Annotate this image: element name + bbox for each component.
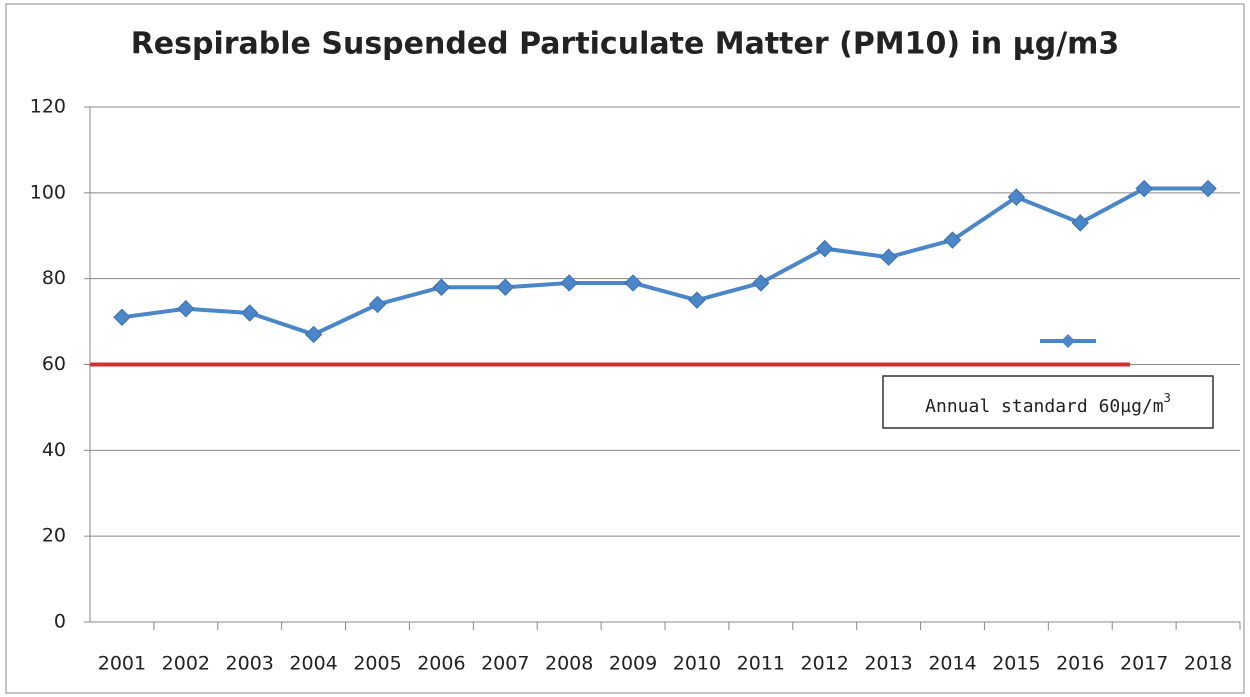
x-tick-label: 2011 <box>737 653 785 675</box>
data-point <box>113 308 131 326</box>
x-tick-label: 2009 <box>609 653 657 675</box>
x-tick-label: 2016 <box>1056 653 1104 675</box>
y-tick-label: 100 <box>30 181 66 203</box>
annotation-sup: 3 <box>1164 391 1171 405</box>
x-tick-label: 2012 <box>801 653 849 675</box>
annotation: Annual standard 60µg/m3 <box>925 391 1171 418</box>
x-tick-label: 2017 <box>1120 653 1168 675</box>
data-point <box>879 248 898 266</box>
data-point <box>304 325 323 344</box>
x-tick-label: 2014 <box>928 653 976 675</box>
x-tick-label: 2006 <box>417 653 465 675</box>
data-point <box>177 300 195 318</box>
x-tick-label: 2005 <box>353 653 401 675</box>
legend-marker <box>1061 334 1075 348</box>
x-tick-label: 2002 <box>162 653 210 675</box>
x-tick-label: 2010 <box>673 653 721 675</box>
data-point <box>241 304 259 322</box>
data-point <box>368 295 387 314</box>
data-point <box>432 278 451 296</box>
data-point <box>1135 179 1153 198</box>
x-tick-label: 2018 <box>1184 653 1232 675</box>
y-tick-label: 40 <box>42 439 66 461</box>
data-point <box>752 274 770 292</box>
x-tick-label: 2008 <box>545 653 593 675</box>
x-tick-label: 2015 <box>992 653 1040 675</box>
data-point <box>1199 179 1217 198</box>
data-point <box>1071 214 1089 232</box>
x-tick-label: 2001 <box>98 653 146 675</box>
y-tick-label: 80 <box>42 267 66 289</box>
y-tick-label: 0 <box>54 611 66 633</box>
data-point <box>816 239 834 258</box>
data-point <box>560 274 578 292</box>
chart-title: Respirable Suspended Particulate Matter … <box>131 27 1120 62</box>
data-point <box>1007 188 1026 206</box>
x-tick-label: 2004 <box>289 653 337 675</box>
data-point <box>624 274 642 292</box>
y-tick-label: 120 <box>30 96 66 118</box>
x-tick-label: 2007 <box>481 653 529 675</box>
y-tick-label: 60 <box>42 353 66 375</box>
annotation-text: Annual standard 60µg/m <box>925 396 1163 417</box>
x-tick-label: 2013 <box>864 653 912 675</box>
chart-border <box>5 3 1245 694</box>
data-point <box>688 291 706 309</box>
series-line <box>121 186 1209 337</box>
annotation-box <box>882 375 1214 429</box>
data-point <box>496 278 514 296</box>
x-tick-label: 2003 <box>226 653 274 675</box>
y-tick-label: 20 <box>42 525 66 547</box>
data-point <box>943 231 962 249</box>
